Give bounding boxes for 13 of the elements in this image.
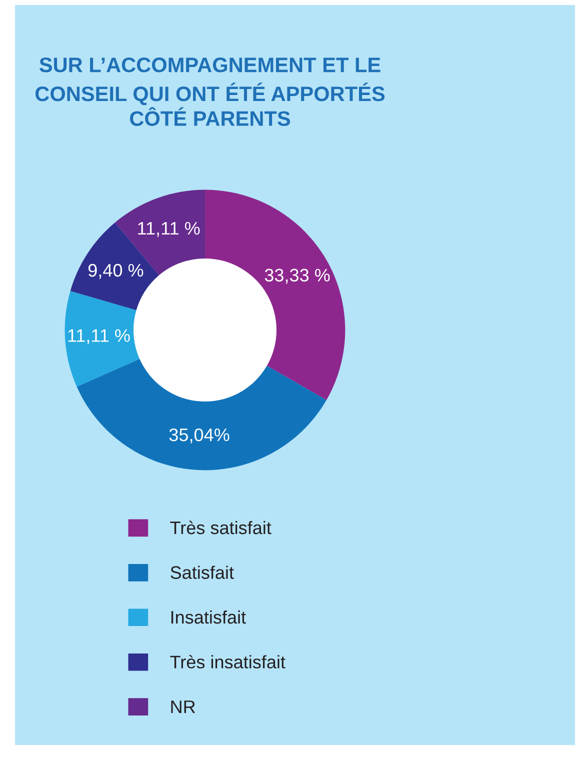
legend-label: Très insatisfait <box>170 654 286 668</box>
legend-label: Satisfait <box>170 566 234 579</box>
chart-title: SUR L’ACCOMPAGNEMENT ET LE CONSEIL QUI ONT ÉTÉ APPORTÉS CÔTÉ PARENTS <box>35 58 385 126</box>
legend-label: Insatisfait <box>171 610 246 624</box>
data-label: 11,11 % <box>68 329 130 344</box>
data-label: 33,33 % <box>264 268 330 284</box>
donut-slice <box>64 290 140 387</box>
legend-label: Très satisfait <box>170 520 272 534</box>
data-label: 11,11 % <box>138 222 200 237</box>
data-label: 9,40 % <box>88 264 144 279</box>
data-label: 35,04% <box>169 428 230 444</box>
donut-slice <box>76 358 326 470</box>
legend-label: NR <box>171 700 196 713</box>
